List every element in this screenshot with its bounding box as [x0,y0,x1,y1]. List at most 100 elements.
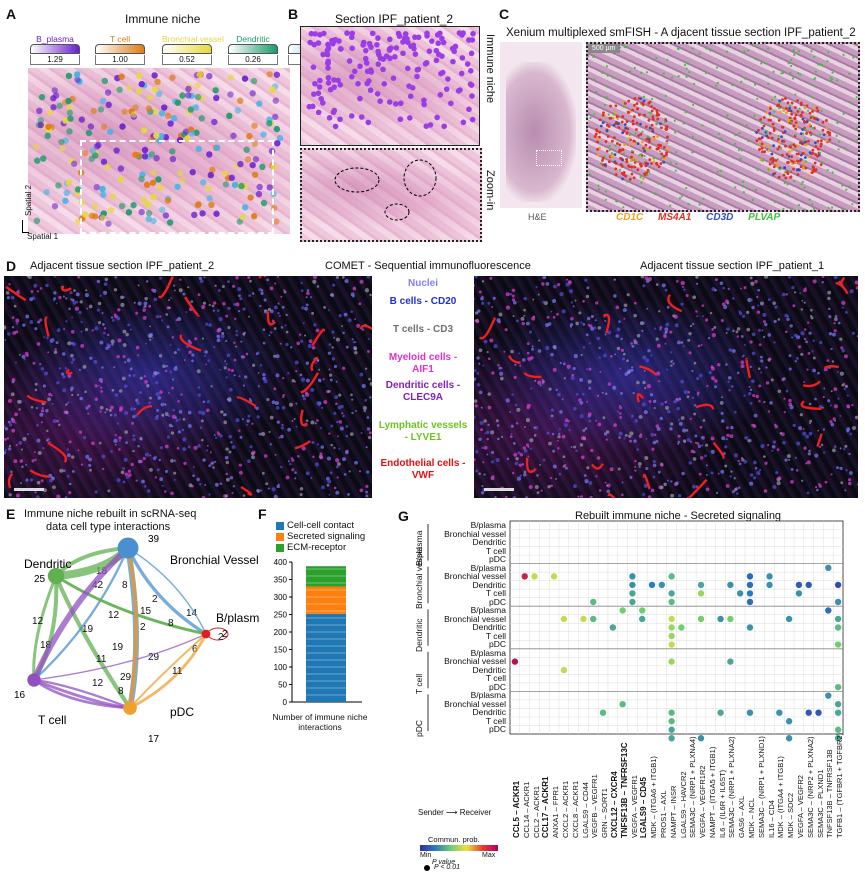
cell-signal [56,494,61,498]
cell-signal [758,384,762,388]
edge-label: 14 [186,608,198,619]
cell-signal [677,434,681,438]
cell-signal [804,287,807,290]
vessel-signal [294,440,311,450]
cell-signal [840,346,844,350]
transcript-dot [636,168,640,172]
panel-a-legend-value: 0.52 [162,55,212,65]
cell-signal [604,481,607,484]
transcript-dot [714,84,718,87]
cell-signal [359,488,364,493]
cell-signal [293,417,296,421]
cell-signal [582,300,585,303]
cell-signal [809,419,813,423]
interaction-dot [668,718,675,725]
cell-signal [834,314,838,318]
network-edge [31,545,130,682]
cell-signal [99,405,104,410]
cell-signal [264,454,268,458]
cell-signal [695,310,698,313]
cell-signal [171,378,175,381]
cell-signal [759,371,763,374]
spatial-spot [38,93,46,101]
cell-signal [156,468,160,472]
cell-signal [670,480,673,483]
transcript-dot [792,124,796,128]
pair-label: LGALS9 – CD45 [639,777,649,838]
cell-signal [287,460,290,463]
cell-signal [478,362,481,365]
node-count: 25 [34,574,46,585]
transcript-dot [816,139,820,143]
cell-signal [164,469,168,473]
cell-signal [827,399,831,403]
spatial-spot [92,152,99,159]
cell-signal [495,457,500,463]
cell-signal [719,281,724,286]
spatial-spot [155,90,163,98]
cell-signal [289,402,293,407]
transcript-dot [801,167,805,170]
cell-signal [479,420,484,426]
transcript-dot [754,57,757,60]
transcript-dot [819,142,823,146]
transcript-dot [808,151,812,155]
cell-signal [724,464,728,468]
transcript-dot [625,46,628,49]
cell-signal [35,406,38,410]
cell-signal [10,295,15,300]
transcript-dot [608,144,611,148]
panel-a-legend-bar [30,44,80,54]
cell-signal [822,395,825,399]
cell-signal [319,456,323,460]
transcript-dot [825,126,829,130]
cell-signal [557,435,561,439]
cell-signal [63,328,66,331]
cell-signal [743,286,747,290]
transcript-dot [643,113,646,117]
cell-signal [657,470,661,474]
transcript-dot [768,131,772,135]
interaction-dot [805,581,812,589]
cell-signal [490,430,495,435]
marker-label: T cells - CD3 [392,324,454,335]
panel-c-title: Xenium multiplexed smFISH - A djacent ti… [506,27,856,39]
transcript-dot [784,171,787,174]
pair-label: VEGFA – VEGFR1 [629,775,639,838]
cell-signal [37,320,41,324]
transcript-dot [771,122,775,126]
cell-signal [725,426,729,430]
transcript-dot [792,167,795,171]
transcript-dot [618,143,622,147]
interaction-dot [717,615,724,623]
cell-signal [752,424,757,429]
cell-signal [123,384,128,389]
cell-signal [126,358,131,363]
transcript-dot [622,206,625,209]
transcript-dot [781,153,784,157]
cell-signal [14,412,18,417]
node-label: B/plasma [216,611,260,625]
cell-signal [251,422,254,425]
cell-signal [71,470,75,473]
spatial-spot [238,182,245,190]
cell-signal [550,414,554,418]
cell-signal [41,406,44,410]
cell-signal [89,468,92,472]
cell-signal [583,474,587,477]
transcript-dot [630,165,634,169]
transcript-dot [837,148,840,151]
cell-signal [70,386,74,390]
interaction-dot [697,590,705,597]
spatial-spot [213,144,221,151]
cell-signal [810,308,813,312]
spatial-spot [150,169,157,176]
cell-signal [783,397,786,400]
cell-signal [695,276,699,279]
cell-signal [113,438,118,443]
cell-signal [248,397,251,400]
immune-spot [398,100,404,107]
cell-signal [547,485,551,489]
immune-spot [317,31,323,38]
cell-signal [689,324,693,328]
